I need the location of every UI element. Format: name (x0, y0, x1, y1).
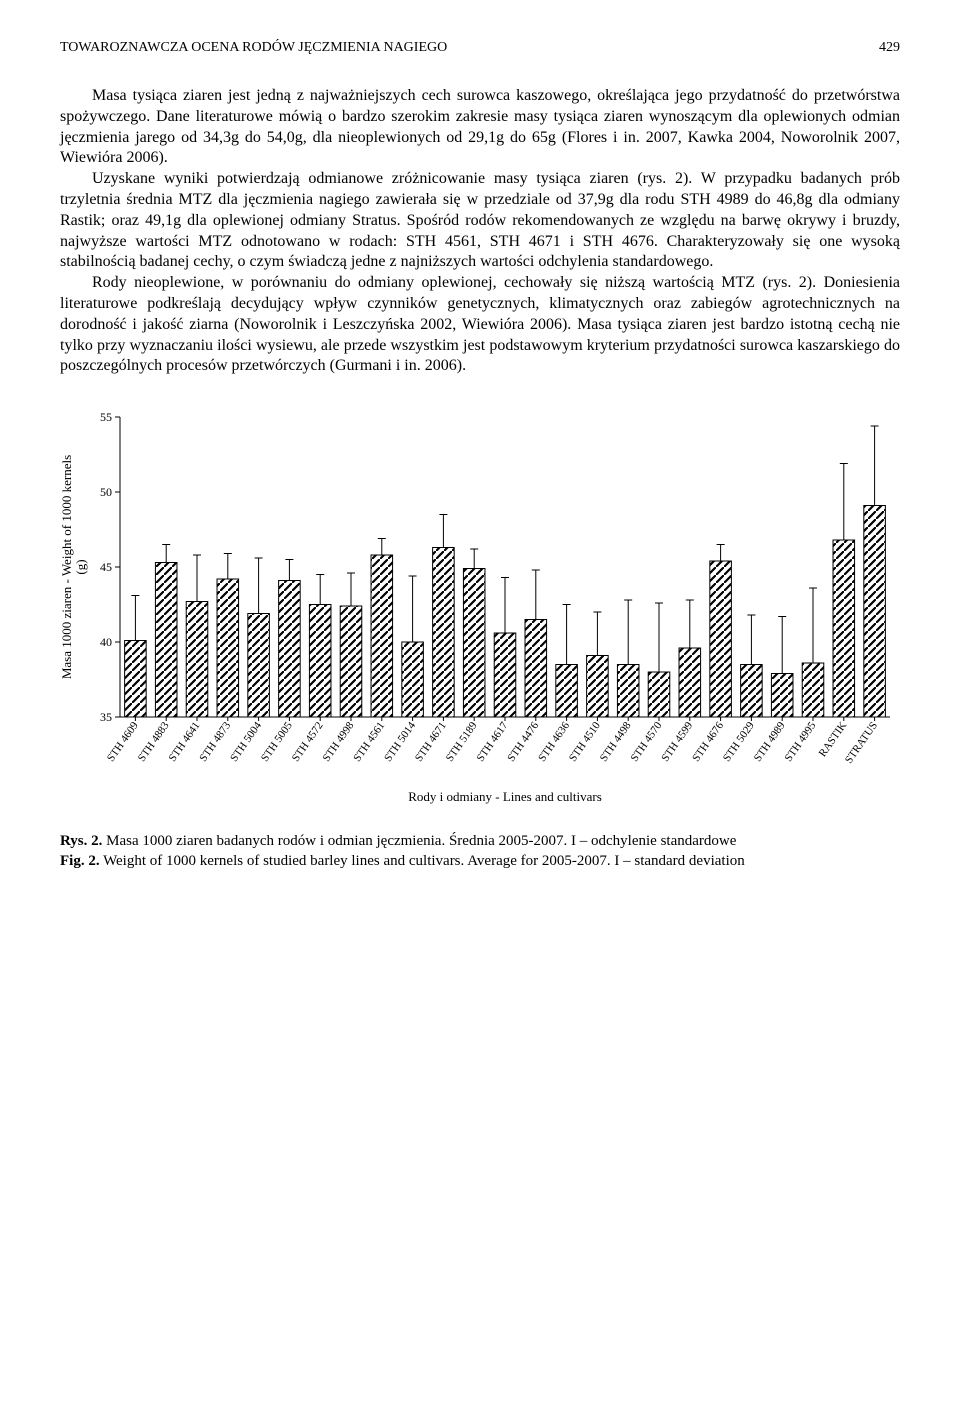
svg-text:50: 50 (100, 485, 112, 499)
svg-text:55: 55 (100, 410, 112, 424)
svg-text:Masa 1000 ziaren - Weight of 1: Masa 1000 ziaren - Weight of 1000 kernel… (60, 455, 88, 679)
chart-svg: 35 40 45 50 55 Masa 1000 ziaren - Weight of 1… (60, 407, 900, 807)
svg-text:RASTIK: RASTIK (817, 720, 850, 759)
caption-pl: Rys. 2. Masa 1000 ziaren badanych rodów … (60, 832, 900, 852)
mtz-chart: 35 40 45 50 55 Masa 1000 ziaren - Weight of 1… (60, 407, 900, 812)
running-title: TOWAROZNAWCZA OCENA RODÓW JĘCZMIENIA NAG… (60, 40, 447, 56)
caption-en: Fig. 2. Weight of 1000 kernels of studie… (60, 852, 900, 872)
caption-pl-label: Rys. 2. (60, 833, 102, 849)
svg-text:45: 45 (100, 560, 112, 574)
paragraph-1: Masa tysiąca ziaren jest jedną z najważn… (60, 86, 900, 169)
caption-en-label: Fig. 2. (60, 853, 100, 869)
page-number: 429 (879, 40, 900, 56)
body-text: Masa tysiąca ziaren jest jedną z najważn… (60, 86, 900, 377)
caption-en-text: Weight of 1000 kernels of studied barley… (100, 853, 745, 869)
paragraph-3: Rody nieoplewione, w porównaniu do odmia… (60, 273, 900, 377)
svg-text:40: 40 (100, 635, 112, 649)
paragraph-2: Uzyskane wyniki potwierdzają odmianowe z… (60, 169, 900, 273)
svg-text:Rody i odmiany - Lines and cul: Rody i odmiany - Lines and cultivars (408, 789, 602, 804)
svg-text:35: 35 (100, 710, 112, 724)
running-header: TOWAROZNAWCZA OCENA RODÓW JĘCZMIENIA NAG… (60, 40, 900, 56)
svg-text:STH 4995: STH 4995 (783, 720, 819, 765)
figure-caption: Rys. 2. Masa 1000 ziaren badanych rodów … (60, 832, 900, 871)
caption-pl-text: Masa 1000 ziaren badanych rodów i odmian… (102, 833, 736, 849)
